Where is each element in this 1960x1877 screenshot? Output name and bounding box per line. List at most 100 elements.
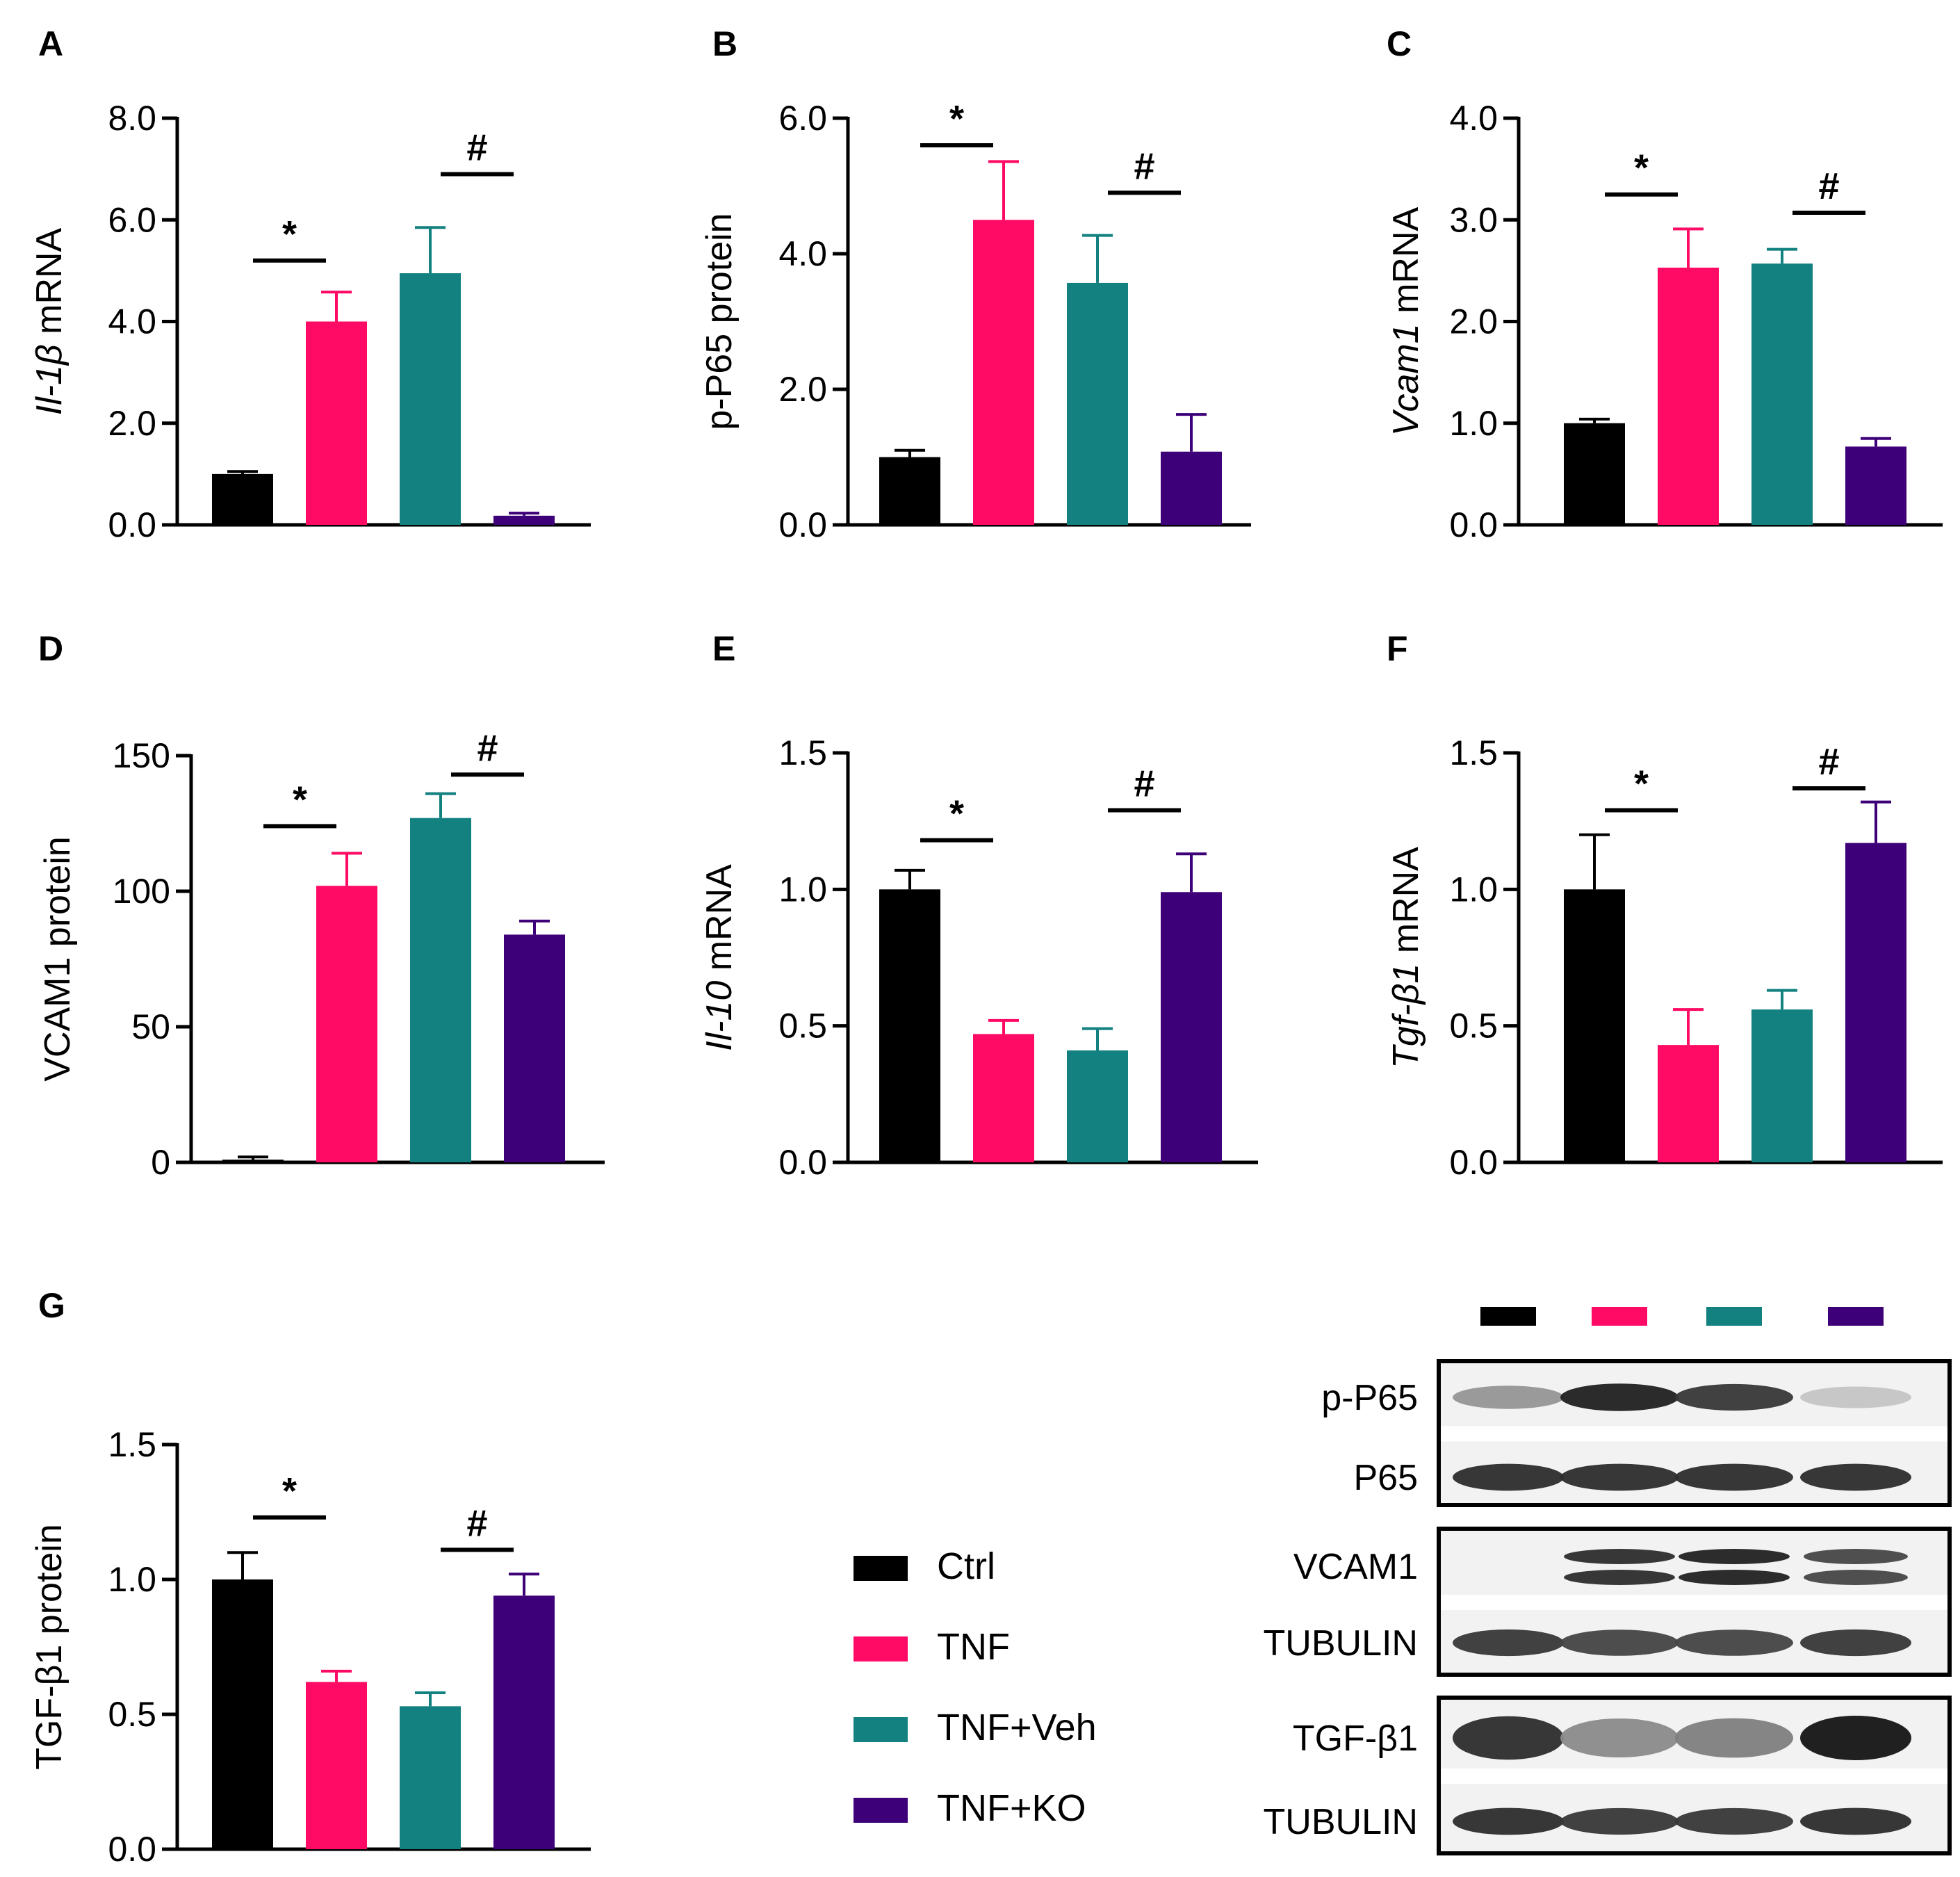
- bar-ko: [1845, 843, 1906, 1162]
- bar-ko: [1161, 892, 1222, 1162]
- blot-band: [1675, 1463, 1793, 1491]
- panel-e: E 0.0 0.5 1.0 1.5 Il-10 mRNA * #: [699, 629, 1258, 1182]
- significance-asterisk: *: [282, 1470, 297, 1512]
- blot-row-label: P65: [1353, 1458, 1418, 1498]
- bar-veh: [410, 818, 471, 1162]
- legend-label: TNF+Veh: [937, 1707, 1097, 1748]
- significance-hash: #: [466, 1502, 487, 1544]
- blot-band: [1800, 1463, 1911, 1491]
- bar-tnf: [1658, 1045, 1719, 1162]
- y-axis-label-italic: Il-10: [699, 981, 740, 1051]
- bar-ctrl: [879, 457, 940, 525]
- y-tick-label: 1.0: [108, 1560, 156, 1599]
- bar-ko: [493, 515, 555, 525]
- blot-band: [1453, 1463, 1564, 1491]
- y-axis-label-italic: Il-1β: [29, 344, 70, 415]
- blot-row-label: TGF-β1: [1293, 1718, 1418, 1759]
- y-tick-label: 0.0: [1449, 505, 1498, 544]
- lane-marker-veh: [1706, 1307, 1762, 1326]
- blot-band: [1679, 1549, 1790, 1564]
- panel-f: F 0.0 0.5 1.0 1.5 Tgf-β1 mRNA * #: [1386, 629, 1943, 1182]
- y-tick-label: 0.0: [108, 505, 156, 544]
- blot-band: [1804, 1570, 1908, 1585]
- blot-band: [1675, 1807, 1793, 1835]
- significance-hash: #: [477, 727, 498, 769]
- y-axis-label: p-P65 protein: [699, 213, 740, 430]
- blot-separator: [1441, 1769, 1947, 1784]
- y-tick-label: 2.0: [108, 404, 156, 443]
- significance-asterisk: *: [293, 779, 307, 820]
- y-axis-label-text: VCAM1 protein: [38, 836, 78, 1082]
- bar-tnf: [306, 1682, 367, 1849]
- lane-marker-tnf: [1592, 1307, 1647, 1326]
- bar-tnf: [973, 1034, 1034, 1162]
- significance-asterisk: *: [282, 213, 297, 255]
- y-axis-label-text: mRNA: [29, 227, 70, 344]
- y-axis-label: TGF-β1 protein: [29, 1524, 70, 1770]
- panel-label: F: [1387, 629, 1408, 668]
- y-tick-label: 1.0: [1449, 404, 1498, 443]
- blot-band: [1453, 1716, 1564, 1760]
- y-tick-label: 0.0: [108, 1830, 156, 1869]
- blot-band: [1560, 1807, 1679, 1835]
- blot-band: [1453, 1807, 1564, 1835]
- y-axis-label-text: mRNA: [1386, 206, 1426, 323]
- bar-ctrl: [222, 1160, 284, 1162]
- blot-band: [1453, 1386, 1564, 1409]
- y-tick-label: 2.0: [1449, 302, 1498, 341]
- significance-asterisk: *: [949, 793, 964, 835]
- significance-hash: #: [1134, 763, 1154, 804]
- bar-ko: [1845, 446, 1906, 525]
- bar-tnf: [973, 220, 1034, 525]
- y-axis-label: Il-10 mRNA: [699, 864, 740, 1051]
- panel-g: G 0.0 0.5 1.0 1.5 TGF-β1 protein * #: [29, 1286, 591, 1869]
- bar-veh: [400, 1706, 461, 1849]
- y-tick-label: 0.5: [1449, 1007, 1498, 1046]
- bar-veh: [1751, 263, 1813, 525]
- y-tick-label: 4.0: [1449, 99, 1498, 138]
- blot-band: [1564, 1570, 1675, 1585]
- bar-ctrl: [1564, 889, 1625, 1162]
- significance-hash: #: [1818, 741, 1839, 783]
- significance-asterisk: *: [1634, 147, 1649, 189]
- blot-row-label: TUBULIN: [1264, 1802, 1418, 1842]
- blot-band: [1453, 1629, 1564, 1657]
- blot-band: [1804, 1549, 1908, 1564]
- blot-band: [1679, 1570, 1790, 1585]
- y-axis-label: Tgf-β1 mRNA: [1386, 847, 1426, 1068]
- bar-ctrl: [1564, 423, 1625, 525]
- y-axis-label-text: p-P65 protein: [699, 213, 740, 430]
- y-tick-label: 0.5: [108, 1695, 156, 1734]
- lane-marker-ko: [1828, 1307, 1884, 1326]
- panel-label: E: [712, 629, 735, 668]
- y-axis-label: Vcam1 mRNA: [1386, 206, 1426, 436]
- bar-tnf: [1658, 267, 1719, 525]
- blot-row-label: TUBULIN: [1264, 1623, 1418, 1664]
- blot-band: [1564, 1549, 1675, 1564]
- significance-hash: #: [466, 127, 487, 168]
- legend-swatch: [854, 1717, 908, 1742]
- bar-veh: [1067, 282, 1128, 525]
- y-axis-label-italic: Tgf-β1: [1386, 964, 1426, 1068]
- blot-row-label: VCAM1: [1293, 1547, 1418, 1587]
- blot-band: [1800, 1386, 1911, 1408]
- significance-asterisk: *: [1634, 763, 1649, 804]
- panel-label: D: [38, 629, 63, 668]
- y-tick-label: 0.0: [778, 505, 827, 544]
- y-tick-label: 6.0: [778, 99, 827, 138]
- blot-band: [1675, 1630, 1793, 1656]
- legend-label: TNF+KO: [937, 1787, 1086, 1829]
- y-tick-label: 0.5: [778, 1007, 827, 1046]
- panel-c: C 0.0 1.0 2.0 3.0 4.0 Vcam1 mRNA * #: [1386, 24, 1943, 544]
- significance-hash: #: [1134, 145, 1154, 187]
- y-axis-label: VCAM1 protein: [38, 836, 78, 1082]
- y-axis-label-text: mRNA: [1386, 847, 1426, 964]
- y-tick-label: 1.5: [778, 733, 827, 772]
- blot-band: [1560, 1718, 1679, 1757]
- blot-band: [1800, 1716, 1911, 1760]
- y-tick-label: 100: [113, 872, 170, 911]
- bar-veh: [400, 273, 461, 525]
- panel-label: C: [1387, 24, 1412, 63]
- y-tick-label: 1.5: [108, 1425, 156, 1464]
